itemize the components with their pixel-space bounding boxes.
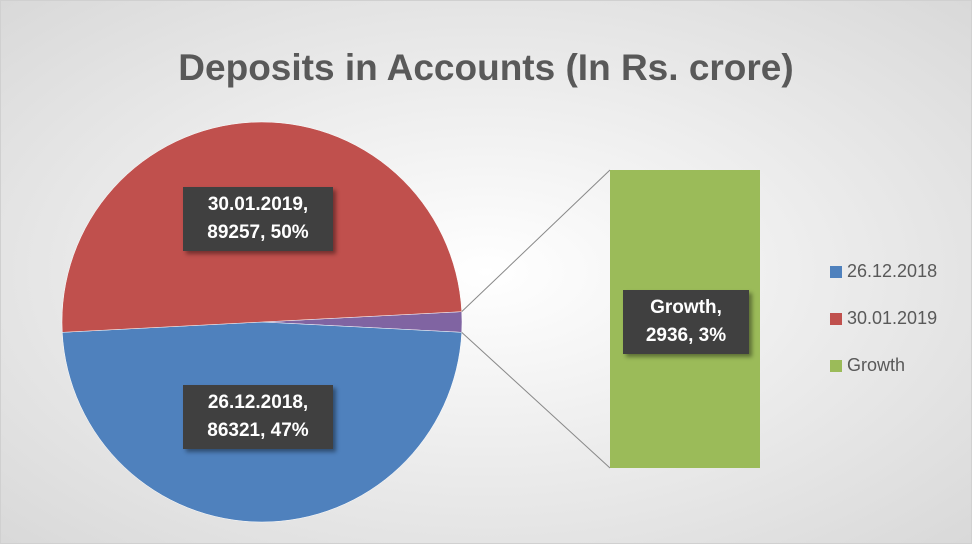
connector-line bbox=[461, 169, 611, 313]
chart-title: Deposits in Accounts (In Rs. crore) bbox=[178, 47, 793, 88]
connector-line bbox=[461, 331, 611, 469]
legend-label: Growth bbox=[847, 355, 905, 375]
legend-label: 26.12.2018 bbox=[847, 261, 937, 281]
data-label: 30.01.2019, 89257, 50% bbox=[183, 187, 333, 251]
legend-swatch bbox=[830, 266, 842, 278]
legend-swatch bbox=[830, 313, 842, 325]
legend-swatch bbox=[830, 360, 842, 372]
legend-label: 30.01.2019 bbox=[847, 308, 937, 328]
data-label: Growth, 2936, 3% bbox=[623, 290, 749, 354]
data-label: 26.12.2018, 86321, 47% bbox=[183, 385, 333, 449]
